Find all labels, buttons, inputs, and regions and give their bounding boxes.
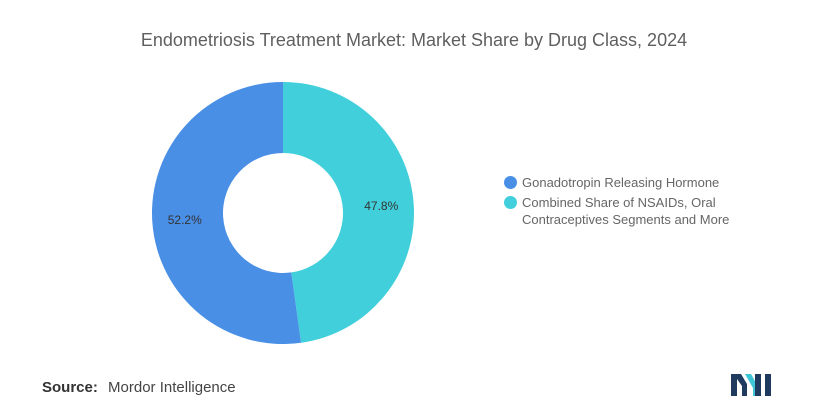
legend-item-combined: Combined Share of NSAIDs, Oral Contracep… <box>504 194 752 228</box>
legend-swatch-combined <box>504 196 517 209</box>
chart-legend: Gonadotropin Releasing Hormone Combined … <box>504 174 752 231</box>
chart-title: Endometriosis Treatment Market: Market S… <box>140 30 688 50</box>
donut-slice-1 <box>152 82 302 344</box>
mordor-intelligence-logo-icon <box>731 374 771 396</box>
slice-label-1: 52.2% <box>168 213 202 227</box>
legend-swatch-gnrh <box>504 176 517 189</box>
source-note: Source: Mordor Intelligence <box>42 379 236 396</box>
legend-item-gnrh: Gonadotropin Releasing Hormone <box>504 174 752 191</box>
donut-slice-0 <box>283 82 415 343</box>
source-label: Source: <box>42 379 98 396</box>
source-value: Mordor Intelligence <box>108 379 236 396</box>
legend-label-combined: Combined Share of NSAIDs, Oral Contracep… <box>522 195 730 227</box>
slice-label-0: 47.8% <box>364 199 398 213</box>
legend-label-gnrh: Gonadotropin Releasing Hormone <box>522 175 720 190</box>
